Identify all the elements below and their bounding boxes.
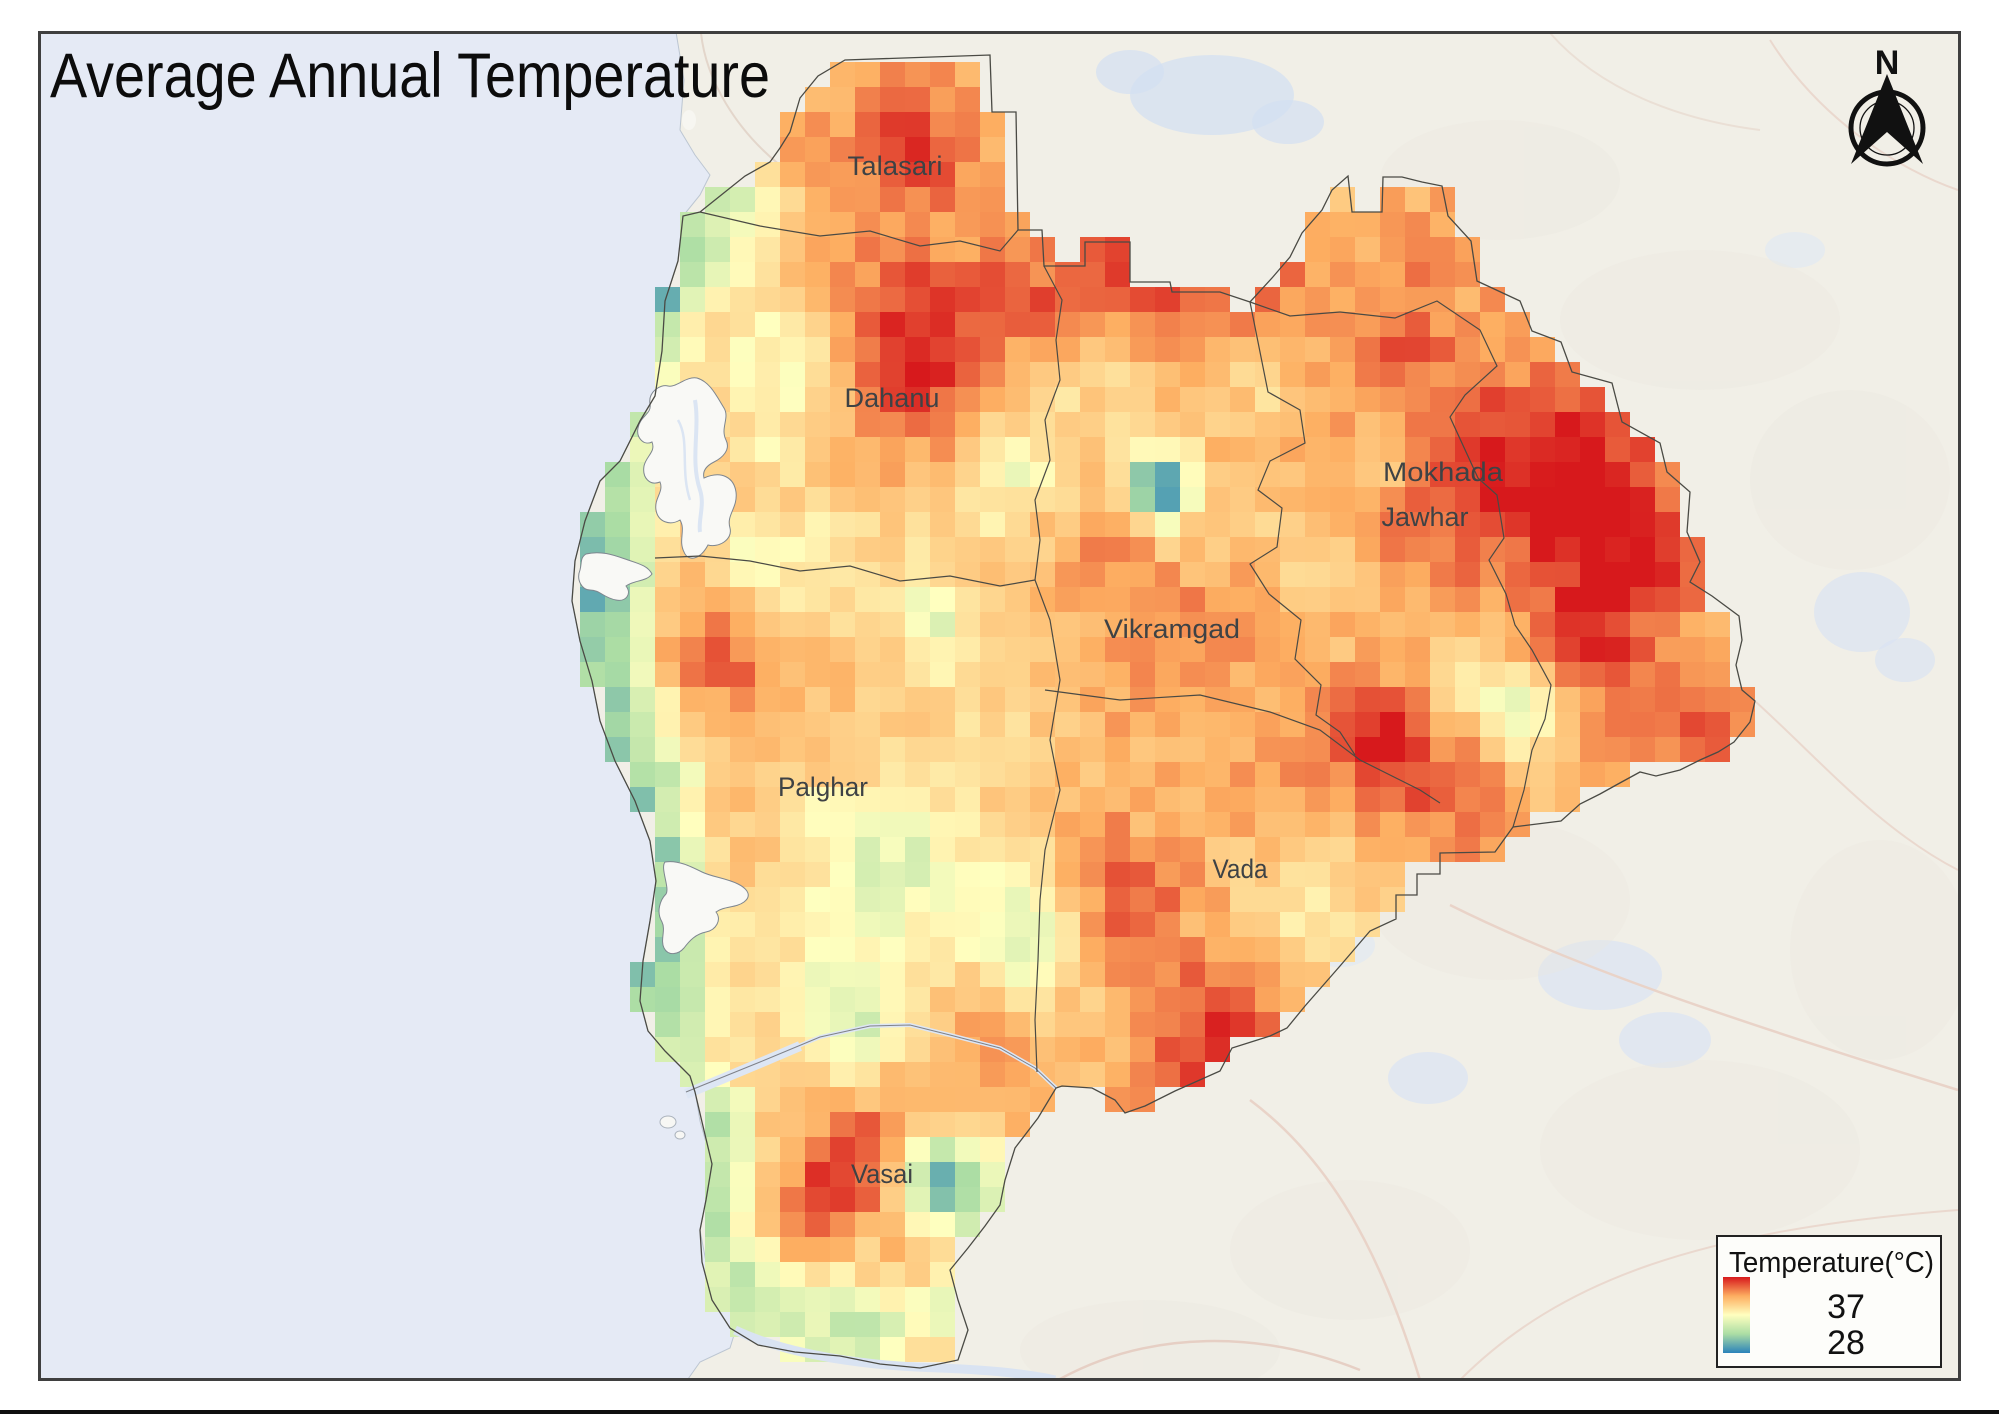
svg-text:Jawhar: Jawhar bbox=[1382, 502, 1469, 532]
svg-text:Temperature(°C): Temperature(°C) bbox=[1729, 1247, 1934, 1279]
svg-text:Dahanu: Dahanu bbox=[845, 383, 940, 413]
svg-text:Vasai: Vasai bbox=[851, 1159, 913, 1189]
svg-text:Mokhada: Mokhada bbox=[1383, 457, 1504, 487]
svg-text:Average Annual Temperature: Average Annual Temperature bbox=[50, 41, 770, 111]
svg-text:Vada: Vada bbox=[1213, 854, 1269, 884]
svg-text:37: 37 bbox=[1827, 1288, 1865, 1326]
svg-text:Palghar: Palghar bbox=[778, 772, 868, 802]
svg-text:N: N bbox=[1875, 44, 1900, 82]
svg-text:Talasari: Talasari bbox=[848, 151, 943, 181]
svg-text:28: 28 bbox=[1827, 1324, 1865, 1362]
svg-text:Vikramgad: Vikramgad bbox=[1104, 614, 1240, 644]
